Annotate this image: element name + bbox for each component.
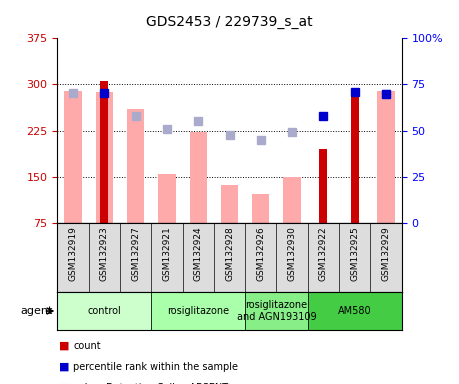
Text: control: control: [88, 306, 121, 316]
Text: ■: ■: [59, 341, 69, 351]
Text: count: count: [73, 341, 101, 351]
Bar: [308, 292, 402, 330]
Bar: [252, 194, 269, 223]
Bar: [190, 132, 207, 223]
Bar: [101, 81, 108, 223]
Text: agent: agent: [20, 306, 53, 316]
Bar: [151, 292, 245, 330]
Text: GSM132919: GSM132919: [68, 226, 78, 281]
Text: GSM132930: GSM132930: [288, 226, 297, 281]
Bar: [351, 89, 358, 223]
Text: GSM132926: GSM132926: [256, 226, 265, 281]
Bar: [377, 91, 395, 223]
Text: GSM132923: GSM132923: [100, 226, 109, 281]
Text: GDS2453 / 229739_s_at: GDS2453 / 229739_s_at: [146, 15, 313, 29]
Bar: [57, 292, 151, 330]
Text: GSM132925: GSM132925: [350, 226, 359, 281]
Text: value, Detection Call = ABSENT: value, Detection Call = ABSENT: [73, 383, 229, 384]
Bar: [221, 185, 238, 223]
Bar: [127, 109, 144, 223]
Bar: [284, 177, 301, 223]
Text: GSM132924: GSM132924: [194, 226, 203, 281]
Text: GSM132921: GSM132921: [162, 226, 171, 281]
Text: rosiglitazone
and AGN193109: rosiglitazone and AGN193109: [237, 300, 316, 322]
Text: rosiglitazone: rosiglitazone: [167, 306, 229, 316]
Text: percentile rank within the sample: percentile rank within the sample: [73, 362, 238, 372]
Text: ■: ■: [59, 362, 69, 372]
Bar: [96, 93, 113, 223]
Bar: [245, 292, 308, 330]
Text: GSM132929: GSM132929: [381, 226, 391, 281]
Text: GSM132922: GSM132922: [319, 226, 328, 281]
Text: AM580: AM580: [338, 306, 371, 316]
Text: GSM132927: GSM132927: [131, 226, 140, 281]
Text: ■: ■: [59, 383, 69, 384]
Bar: [158, 174, 175, 223]
Bar: [319, 149, 327, 223]
Bar: [64, 91, 82, 223]
Text: GSM132928: GSM132928: [225, 226, 234, 281]
